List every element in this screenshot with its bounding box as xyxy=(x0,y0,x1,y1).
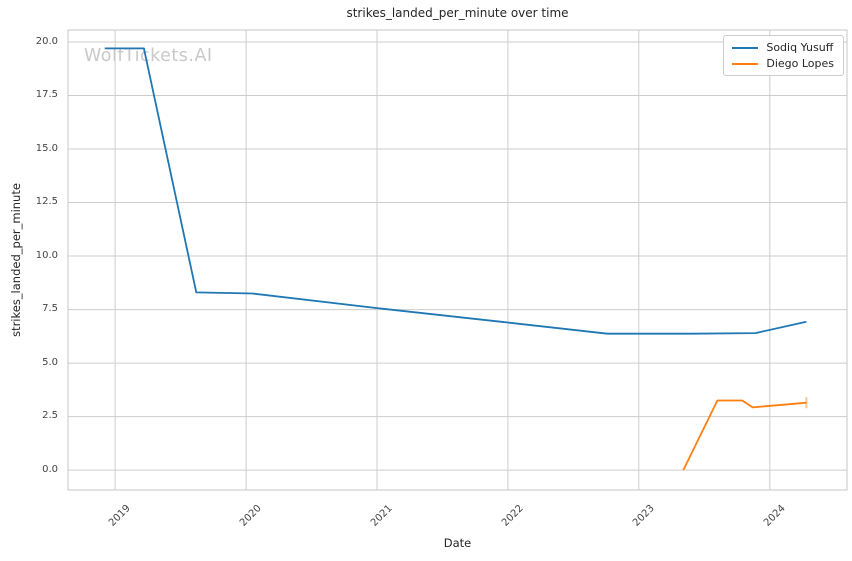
x-axis-label: Date xyxy=(443,536,472,550)
legend-line-swatch xyxy=(732,46,759,49)
y-tick-label: 0.0 xyxy=(42,463,58,475)
y-tick-label: 2.5 xyxy=(42,410,58,422)
legend-entry-sodiq-yusuff: Sodiq Yusuff xyxy=(732,41,834,54)
y-tick-label: 20.0 xyxy=(35,35,58,47)
y-tick-label: 17.5 xyxy=(35,89,58,100)
legend-label: Diego Lopes xyxy=(766,57,834,70)
y-tick-label: 5.0 xyxy=(42,356,58,368)
legend-label: Sodiq Yusuff xyxy=(766,41,834,54)
plot-border xyxy=(67,29,848,491)
y-tick-label: 15.0 xyxy=(35,142,58,154)
watermark: WolfTickets.AI xyxy=(84,46,213,66)
chart-title: strikes_landed_per_minute over time xyxy=(346,6,569,20)
legend-entry-diego-lopes: Diego Lopes xyxy=(732,57,834,70)
series-line-sodiq-yusuff xyxy=(104,47,807,335)
y-tick-label: 12.5 xyxy=(35,196,58,207)
y-tick-label: 7.5 xyxy=(42,303,58,315)
series-line-diego-lopes xyxy=(682,399,807,471)
legend: Sodiq Yusuff Diego Lopes xyxy=(723,35,844,76)
y-tick-label: 10.0 xyxy=(35,249,58,261)
legend-line-swatch xyxy=(732,62,759,65)
